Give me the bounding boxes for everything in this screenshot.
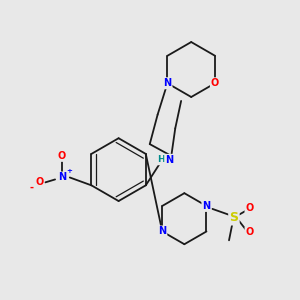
Text: O: O <box>58 151 66 161</box>
Text: N: N <box>165 155 173 165</box>
Text: O: O <box>245 227 254 237</box>
Text: N: N <box>202 201 211 211</box>
Text: N: N <box>164 78 172 88</box>
Text: O: O <box>35 177 44 188</box>
Text: +: + <box>66 168 72 174</box>
Text: H: H <box>157 155 164 164</box>
Text: O: O <box>245 203 254 213</box>
Text: S: S <box>230 211 238 224</box>
Text: -: - <box>29 182 34 192</box>
Text: N: N <box>158 226 166 236</box>
Text: N: N <box>58 172 66 182</box>
Text: O: O <box>211 78 219 88</box>
